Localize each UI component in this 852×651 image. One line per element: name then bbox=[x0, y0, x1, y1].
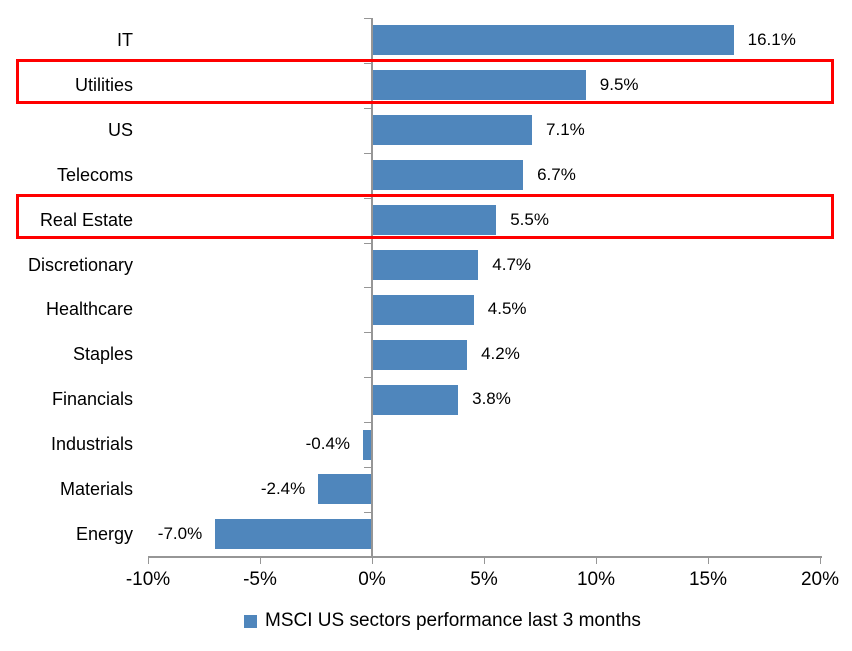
category-axis-line bbox=[371, 18, 373, 557]
bar bbox=[215, 519, 372, 550]
category-axis-tick bbox=[364, 18, 371, 19]
value-axis-tick bbox=[708, 557, 709, 564]
category-axis-tick bbox=[364, 377, 371, 379]
category-axis-tick bbox=[364, 242, 371, 244]
chart-row: Materials -2.4% bbox=[0, 467, 852, 512]
chart-row: Discretionary 4.7% bbox=[0, 243, 852, 288]
category-label: Financials bbox=[51, 389, 133, 410]
bar bbox=[373, 25, 734, 56]
value-label: 9.5% bbox=[599, 74, 639, 94]
value-axis-tick-label: 20% bbox=[800, 569, 840, 590]
bar bbox=[373, 384, 459, 415]
bar bbox=[318, 474, 372, 505]
value-label: 4.7% bbox=[492, 254, 532, 274]
value-axis-tick-label: -10% bbox=[125, 569, 171, 590]
chart-row: Healthcare 4.5% bbox=[0, 287, 852, 332]
legend: MSCI US sectors performance last 3 month… bbox=[244, 610, 641, 632]
category-axis-tick bbox=[364, 511, 371, 513]
value-label: -0.4% bbox=[305, 434, 351, 454]
value-label: -2.4% bbox=[260, 479, 306, 498]
category-label: Energy bbox=[75, 523, 133, 544]
bar bbox=[373, 205, 497, 236]
category-label: Industrials bbox=[50, 434, 133, 455]
category-axis-tick bbox=[364, 197, 371, 199]
value-axis-tick-label: 5% bbox=[470, 569, 498, 590]
category-axis-tick bbox=[364, 287, 371, 289]
category-label: Discretionary bbox=[27, 254, 133, 275]
bar bbox=[373, 249, 479, 280]
chart-row: IT 16.1% bbox=[0, 18, 852, 63]
value-axis-tick-label: 15% bbox=[688, 569, 728, 590]
bar bbox=[363, 429, 372, 460]
value-axis-tick bbox=[820, 557, 821, 564]
value-axis-tick bbox=[148, 557, 149, 564]
category-axis-tick bbox=[364, 62, 371, 64]
chart-row: Real Estate 5.5% bbox=[0, 198, 852, 243]
value-label: 3.8% bbox=[472, 389, 511, 409]
value-axis-tick-label: -5% bbox=[243, 569, 277, 590]
value-axis-tick bbox=[260, 557, 261, 564]
value-axis-tick-label: 10% bbox=[576, 569, 616, 590]
value-axis-tick bbox=[484, 557, 485, 564]
category-axis-tick bbox=[364, 467, 371, 468]
category-axis-tick bbox=[364, 152, 371, 154]
bar bbox=[373, 339, 468, 370]
category-axis-tick bbox=[364, 422, 371, 424]
value-label: -7.0% bbox=[157, 523, 203, 543]
bar bbox=[373, 70, 586, 101]
value-label: 7.1% bbox=[546, 119, 585, 139]
chart-row: Staples 4.2% bbox=[0, 332, 852, 377]
chart-row: Financials 3.8% bbox=[0, 377, 852, 422]
value-label: 5.5% bbox=[510, 209, 549, 229]
bar bbox=[373, 115, 533, 146]
chart-row: Energy -7.0% bbox=[0, 512, 852, 557]
category-label: Staples bbox=[72, 344, 133, 365]
value-axis-line bbox=[148, 556, 822, 558]
category-label: Materials bbox=[59, 479, 133, 499]
bar bbox=[373, 294, 474, 325]
value-label: 4.2% bbox=[481, 344, 520, 364]
value-label: 4.5% bbox=[487, 299, 527, 319]
category-axis-tick bbox=[364, 107, 371, 109]
legend-marker-icon bbox=[244, 614, 257, 628]
category-label: Real Estate bbox=[39, 209, 133, 230]
category-label: IT bbox=[117, 30, 133, 50]
legend-label: MSCI US sectors performance last 3 month… bbox=[265, 610, 641, 631]
category-label: Healthcare bbox=[45, 299, 133, 320]
value-label: 16.1% bbox=[747, 30, 796, 49]
value-axis-tick-label: 0% bbox=[358, 569, 386, 590]
chart-row: Telecoms 6.7% bbox=[0, 153, 852, 198]
category-label: Utilities bbox=[74, 74, 133, 95]
category-label: US bbox=[107, 119, 133, 140]
category-label: Telecoms bbox=[56, 164, 133, 185]
chart-row: US 7.1% bbox=[0, 108, 852, 153]
value-axis-tick bbox=[372, 557, 373, 564]
value-label: 6.7% bbox=[537, 164, 576, 184]
chart-row: Utilities 9.5% bbox=[0, 63, 852, 108]
chart-row: Industrials -0.4% bbox=[0, 422, 852, 467]
value-axis-tick bbox=[596, 557, 597, 564]
bar bbox=[373, 160, 524, 191]
category-axis-tick bbox=[364, 332, 371, 334]
